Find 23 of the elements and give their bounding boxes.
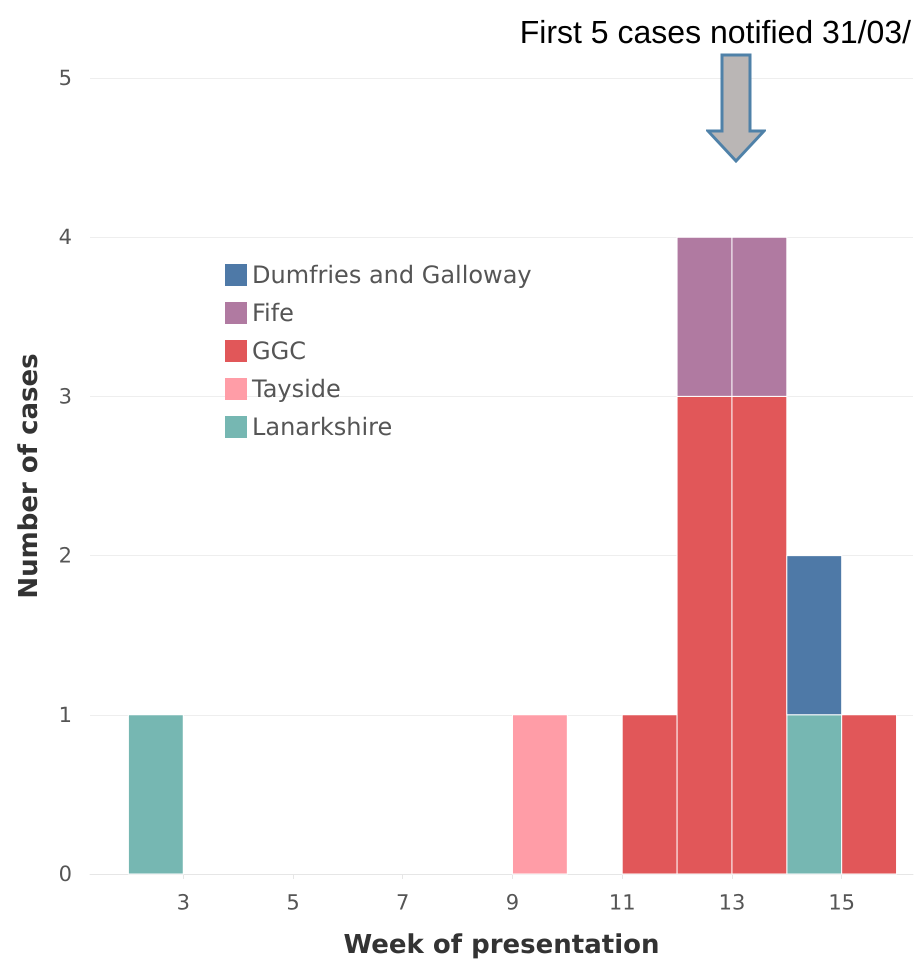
y-axis-title: Number of cases	[14, 353, 44, 599]
x-tick-label: 5	[286, 890, 300, 914]
y-tick-label: 1	[58, 702, 72, 727]
x-tick-label: 9	[506, 890, 520, 914]
x-tick-label: 13	[718, 890, 746, 914]
x-axis-title: Week of presentation	[344, 930, 660, 960]
legend-label: Dumfries and Galloway	[252, 261, 532, 289]
y-tick-label: 0	[58, 862, 72, 886]
legend-label: Lanarkshire	[252, 413, 392, 441]
x-tick-label: 3	[176, 890, 190, 914]
bar	[128, 714, 184, 874]
legend-label: GGC	[252, 337, 306, 365]
y-tick-label: 5	[58, 66, 72, 90]
legend-label: Tayside	[251, 375, 341, 403]
bar	[512, 714, 568, 874]
x-tick-label: 11	[608, 890, 636, 914]
y-tick-label: 3	[58, 384, 72, 408]
y-tick-label: 2	[58, 544, 72, 568]
y-tick-label: 4	[58, 225, 72, 250]
x-tick-label: 7	[396, 890, 410, 914]
text: First 5 cases notified 31/03/	[520, 14, 912, 50]
legend-label: Fife	[252, 299, 294, 327]
x-tick-label: 15	[828, 890, 856, 914]
